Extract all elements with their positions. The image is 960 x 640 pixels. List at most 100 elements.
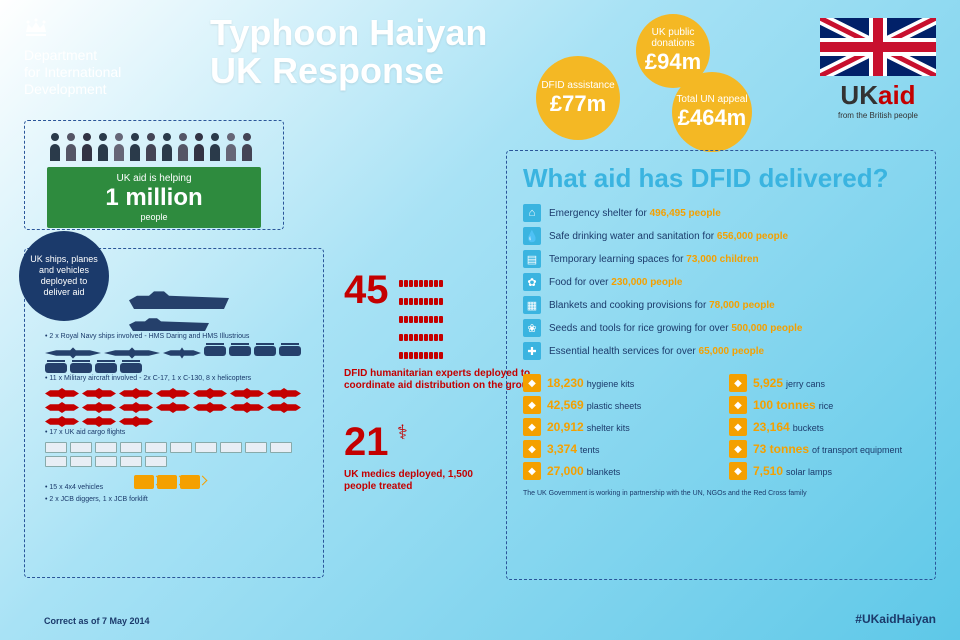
navy-caption: • 2 x Royal Navy ships involved - HMS Da… bbox=[45, 333, 309, 340]
cargo-plane-icon bbox=[193, 388, 227, 399]
supplies-grid: ◆18,230hygiene kits ◆5,925jerry cans ◆42,5… bbox=[523, 374, 919, 480]
helicopter-icon bbox=[229, 346, 251, 356]
cargo-caption: • 17 x UK aid cargo flights bbox=[45, 429, 309, 436]
supply-item: ◆100 tonnesrice bbox=[729, 396, 919, 414]
helping-badge: UK aid is helping 1 million people bbox=[47, 167, 261, 228]
supply-icon: ◆ bbox=[523, 396, 541, 414]
cargo-plane-icon bbox=[193, 402, 227, 413]
cargo-plane-icon bbox=[267, 402, 301, 413]
helicopter-icon bbox=[204, 346, 226, 356]
stat-circle: Total UN appeal£464m bbox=[672, 72, 752, 152]
military-caption: • 11 x Military aircraft involved - 2x C… bbox=[45, 375, 309, 382]
vehicles-circle-label: UK ships, planes and vehicles deployed t… bbox=[19, 231, 109, 321]
supply-item: ◆27,000blankets bbox=[523, 462, 713, 480]
trucks-caption: • 15 x 4x4 vehicles bbox=[45, 484, 103, 491]
truck-icon bbox=[95, 442, 117, 453]
aircraft-icon bbox=[45, 346, 101, 360]
ukaid-brand: UKaid bbox=[820, 80, 936, 111]
truck-icon bbox=[145, 456, 167, 467]
cargo-plane-icon bbox=[82, 402, 116, 413]
stat-circle: DFID assistance£77m bbox=[536, 56, 620, 140]
cargo-plane-icon bbox=[82, 416, 116, 427]
supply-icon: ◆ bbox=[523, 440, 541, 458]
supply-icon: ◆ bbox=[729, 440, 747, 458]
aid-icon: ⌂ bbox=[523, 204, 541, 222]
truck-icon bbox=[120, 456, 142, 467]
aid-line: ❀Seeds and tools for rice growing for ov… bbox=[523, 319, 919, 337]
ukaid-tagline: from the British people bbox=[820, 111, 936, 120]
aid-icon: ✿ bbox=[523, 273, 541, 291]
cargo-plane-icon bbox=[119, 416, 153, 427]
cargo-plane-icon bbox=[230, 388, 264, 399]
cargo-plane-icon bbox=[156, 388, 190, 399]
aid-line: ✚Essential health services for over 65,0… bbox=[523, 342, 919, 360]
aid-icon: ▦ bbox=[523, 296, 541, 314]
vehicles-box: UK ships, planes and vehicles deployed t… bbox=[24, 248, 324, 578]
supply-item: ◆23,164buckets bbox=[729, 418, 919, 436]
trucks-row bbox=[39, 442, 309, 467]
people-icons bbox=[25, 129, 283, 163]
truck-icon bbox=[70, 456, 92, 467]
truck-icon bbox=[170, 442, 192, 453]
cargo-plane-icon bbox=[119, 402, 153, 413]
truck-icon bbox=[45, 442, 67, 453]
aid-icon: ▤ bbox=[523, 250, 541, 268]
supply-icon: ◆ bbox=[729, 462, 747, 480]
union-jack-icon bbox=[820, 18, 936, 76]
cargo-plane-icon bbox=[45, 416, 79, 427]
department-name: Department for International Development bbox=[24, 47, 121, 97]
ship-icon bbox=[129, 287, 229, 309]
truck-icon bbox=[220, 442, 242, 453]
truck-icon bbox=[195, 442, 217, 453]
cargo-plane-icon bbox=[45, 388, 79, 399]
supply-icon: ◆ bbox=[729, 396, 747, 414]
supply-item: ◆20,912shelter kits bbox=[523, 418, 713, 436]
aircraft-icon bbox=[104, 346, 160, 360]
aid-line: ▤Temporary learning spaces for 73,000 ch… bbox=[523, 250, 919, 268]
department-logo: Department for International Development bbox=[24, 18, 121, 97]
cargo-plane-icon bbox=[156, 402, 190, 413]
medics-stat: 21 ⚕ UK medics deployed, 1,500 people tr… bbox=[344, 420, 494, 493]
aid-line: ▦Blankets and cooking provisions for 78,… bbox=[523, 296, 919, 314]
cargo-plane-icon bbox=[230, 402, 264, 413]
digger-icon bbox=[134, 475, 154, 489]
aid-icon: ✚ bbox=[523, 342, 541, 360]
cargo-plane-icon bbox=[267, 388, 301, 399]
helicopter-icon bbox=[254, 346, 276, 356]
supply-item: ◆18,230hygiene kits bbox=[523, 374, 713, 392]
cargo-flights-row bbox=[39, 388, 309, 427]
cargo-plane-icon bbox=[82, 388, 116, 399]
aid-line: ⌂Emergency shelter for 496,495 people bbox=[523, 204, 919, 222]
truck-icon bbox=[45, 456, 67, 467]
helicopter-icon bbox=[45, 363, 67, 373]
truck-icon bbox=[95, 456, 117, 467]
hashtag: #UKaidHaiyan bbox=[855, 612, 936, 626]
supply-item: ◆42,569plastic sheets bbox=[523, 396, 713, 414]
ship-icon bbox=[129, 315, 209, 331]
supply-item: ◆3,374tents bbox=[523, 440, 713, 458]
people-dots-icon bbox=[399, 274, 444, 364]
aircraft-icon bbox=[163, 346, 201, 360]
supply-icon: ◆ bbox=[523, 374, 541, 392]
jcb-caption: • 2 x JCB diggers, 1 x JCB forklift bbox=[45, 496, 309, 503]
military-aircraft-row bbox=[39, 346, 309, 373]
truck-icon bbox=[120, 442, 142, 453]
helicopter-icon bbox=[279, 346, 301, 356]
truck-icon bbox=[70, 442, 92, 453]
helicopter-icon bbox=[120, 363, 142, 373]
footer-date: Correct as of 7 May 2014 bbox=[44, 616, 150, 626]
truck-icon bbox=[245, 442, 267, 453]
cargo-plane-icon bbox=[119, 388, 153, 399]
truck-icon bbox=[145, 442, 167, 453]
cargo-plane-icon bbox=[45, 402, 79, 413]
supply-icon: ◆ bbox=[523, 418, 541, 436]
supply-icon: ◆ bbox=[729, 374, 747, 392]
supply-icon: ◆ bbox=[729, 418, 747, 436]
aid-line: 💧Safe drinking water and sanitation for … bbox=[523, 227, 919, 245]
aid-icon: ❀ bbox=[523, 319, 541, 337]
ukaid-logo: UKaid from the British people bbox=[820, 18, 936, 120]
supply-item: ◆5,925jerry cans bbox=[729, 374, 919, 392]
helicopter-icon bbox=[95, 363, 117, 373]
crown-icon bbox=[24, 18, 48, 38]
aid-title: What aid has DFID delivered? bbox=[523, 165, 919, 192]
